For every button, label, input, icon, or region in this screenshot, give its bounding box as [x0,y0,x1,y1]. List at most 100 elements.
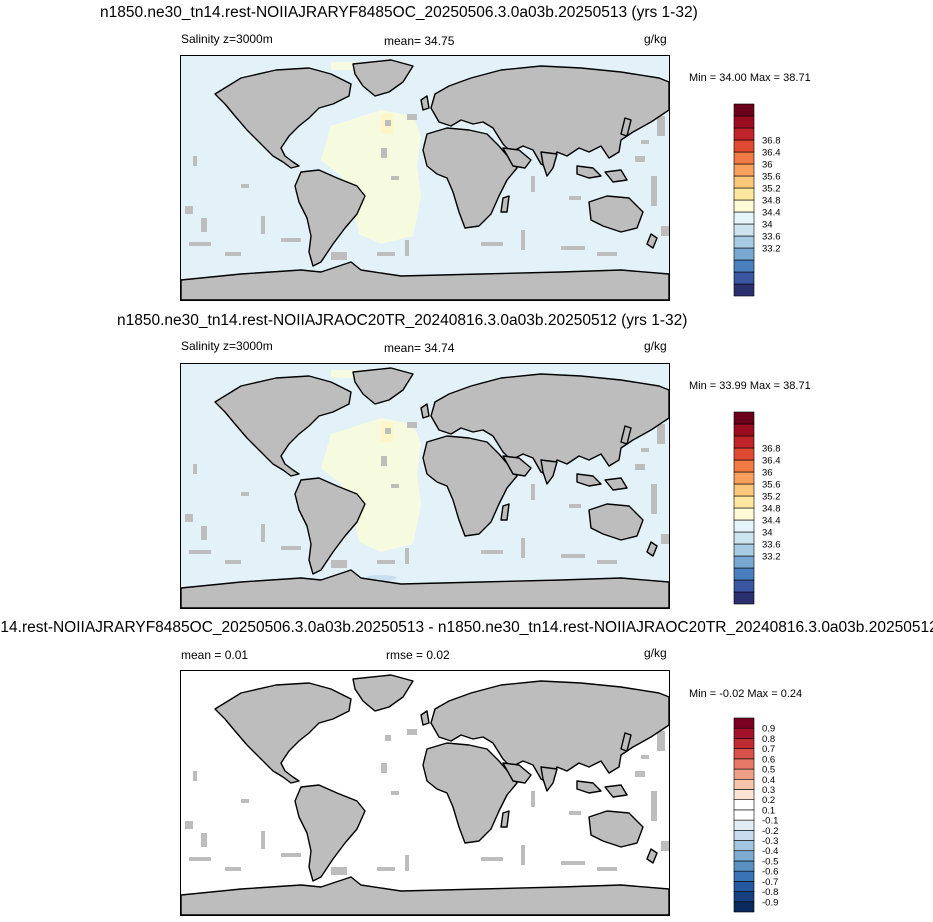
panel-2-title: n1850.ne30_tn14.rest-NOIIAJRAOC20TR_2024… [117,312,688,329]
colorbar-swatch [733,483,755,497]
colorbar-tick-label: -0.7 [762,877,778,888]
colorbar-swatch [733,799,755,811]
panel-1-mean-label: mean= 34.75 [384,34,455,48]
colorbar-swatch [733,471,755,485]
colorbar-tick-label: 34.4 [762,516,781,527]
colorbar-tick-label: 0.4 [762,775,775,786]
panel-3-title: n1850.ne30_tn14.rest-NOIIAJRARYF8485OC_2… [0,619,933,637]
colorbar-tick-label: 0.8 [762,734,775,745]
panel-3-minmax-label: Min = -0.02 Max = 0.24 [689,688,803,700]
colorbar-swatch [733,543,755,557]
colorbar-tick-label: 0.9 [762,724,775,735]
colorbar-tick-label: 33.6 [762,232,781,243]
colorbar-tick-label: 36.4 [762,148,781,159]
colorbar-swatch [733,891,755,903]
panel-1-units-label: g/kg [644,32,667,46]
atlantic-salinity-field [321,110,421,244]
colorbar-tick-label: 0.6 [762,754,775,765]
colorbar-tick-label: 34 [762,528,773,539]
colorbar-tick-label: 36 [762,468,773,479]
colorbar-swatch [733,840,755,852]
colorbar-swatch [733,758,755,770]
panel-2-mean-label: mean= 34.74 [384,341,455,355]
panel-3-mean-label: mean = 0.01 [181,648,249,662]
colorbar-tick-label: 35.2 [762,184,781,195]
colorbar-tick-label: -0.8 [762,887,778,898]
colorbar-tick-label: -0.1 [762,816,778,827]
colorbar-swatch [733,819,755,831]
panel-3-rmse-label: rmse = 0.02 [386,648,450,662]
colorbar-tick-label: 36.8 [762,444,781,455]
colorbar-swatch [733,411,755,425]
panel-3-map [180,670,670,916]
colorbar-tick-label: 36.8 [762,136,781,147]
colorbar-swatch [733,555,755,569]
colorbar-tick-label: 36 [762,160,773,171]
panel-1-variable-label: Salinity z=3000m [181,32,273,46]
colorbar-swatch [733,235,755,249]
colorbar-tick-label: 33.2 [762,552,781,563]
colorbar-tick-label: 34.8 [762,196,781,207]
colorbar-swatch [733,778,755,790]
colorbar-tick-label: -0.5 [762,856,778,867]
panel-3-title-text: n1850.ne30_tn14.rest-NOIIAJRARYF8485OC_2… [0,619,933,636]
colorbar: -0.9-0.8-0.7-0.6-0.5-0.4-0.3-0.2-0.10.10… [733,717,778,913]
panel-1-map [180,55,670,301]
colorbar-swatch [733,717,755,729]
colorbar-swatch [733,175,755,189]
colorbar-swatch [733,259,755,273]
colorbar-tick-label: 34.4 [762,208,781,219]
colorbar-tick-label: -0.6 [762,867,778,878]
colorbar-swatch [733,423,755,437]
colorbar-swatch [733,187,755,201]
colorbar-tick-label: -0.4 [762,846,778,857]
colorbar-swatch [733,271,755,285]
colorbar-swatch [733,881,755,892]
colorbar-swatch [733,768,755,780]
colorbar-swatch [733,247,755,261]
colorbar-swatch [733,830,755,841]
colorbar-tick-label: 35.6 [762,480,781,491]
panel-2-map [180,363,670,609]
colorbar-swatch [733,495,755,509]
colorbar-swatch [733,738,755,749]
colorbar-tick-label: 35.6 [762,172,781,183]
colorbar-swatch [733,507,755,521]
colorbar-swatch [733,789,755,800]
colorbar-tick-label: 0.5 [762,765,775,776]
colorbar-swatch [733,850,755,862]
colorbar-swatch [733,435,755,449]
colorbar-swatch [733,809,755,821]
colorbar-swatch [733,870,755,882]
colorbar-swatch [733,531,755,545]
colorbar-swatch [733,727,755,739]
colorbar-tick-label: 33.6 [762,540,781,551]
panel-1-minmax-label: Min = 34.00 Max = 38.71 [689,72,811,84]
colorbar-swatch [733,748,755,760]
colorbar-swatch [733,115,755,129]
atlantic-salinity-field [321,418,421,552]
colorbar-swatch [733,211,755,225]
colorbar-swatch [733,283,755,297]
colorbar-tick-label: 34.8 [762,504,781,515]
colorbar-tick-label: -0.9 [762,897,778,908]
colorbar-swatch [733,567,755,581]
colorbar-tick-label: 36.4 [762,456,781,467]
colorbar-tick-label: 0.3 [762,785,775,796]
panel-1-title: n1850.ne30_tn14.rest-NOIIAJRARYF8485OC_2… [100,4,698,21]
colorbar-swatch [733,591,755,605]
colorbar-swatch [733,103,755,117]
colorbar-swatch [733,139,755,153]
colorbar-swatch [733,519,755,533]
colorbar-swatch [733,901,755,913]
colorbar-swatch [733,223,755,237]
colorbar-swatch [733,163,755,177]
colorbar-swatch [733,459,755,473]
colorbar-tick-label: 34 [762,220,773,231]
colorbar-tick-label: 0.7 [762,744,775,755]
colorbar-swatch [733,579,755,593]
panel-2-minmax-label: Min = 33.99 Max = 38.71 [689,380,811,392]
colorbar-swatch [733,127,755,141]
